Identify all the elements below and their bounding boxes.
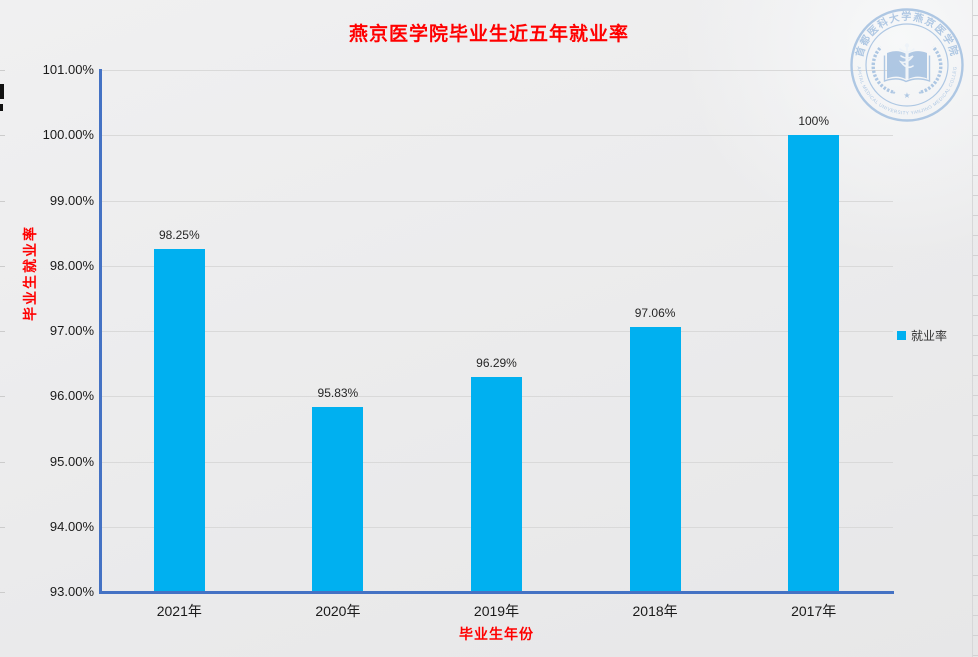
left-edge-gridline-stub (0, 592, 5, 593)
worksheet-row-stub (972, 235, 978, 236)
worksheet-row-stub (972, 275, 978, 276)
worksheet-row-stub (972, 395, 978, 396)
x-axis-line (99, 591, 894, 594)
y-tick-label: 96.00% (49, 388, 94, 404)
worksheet-row-stub (972, 115, 978, 116)
y-tick-label: 95.00% (49, 453, 94, 469)
left-edge-gridline-stub (0, 70, 5, 71)
worksheet-row-stub (972, 75, 978, 76)
edge-artifact (0, 84, 4, 99)
legend-marker-icon (897, 331, 906, 340)
bar-2021年[interactable] (153, 249, 205, 591)
worksheet-row-stub (972, 635, 978, 636)
worksheet-row-stub (972, 415, 978, 416)
worksheet-row-stub (972, 155, 978, 156)
worksheet-row-stub (972, 535, 978, 536)
worksheet-row-stub (972, 615, 978, 616)
worksheet-row-stub (972, 355, 978, 356)
worksheet-row-stub (972, 95, 978, 96)
bar-2019年[interactable] (471, 377, 522, 591)
worksheet-row-stub (972, 15, 978, 16)
y-tick-label: 98.00% (49, 257, 94, 273)
worksheet-row-stub (972, 555, 978, 556)
worksheet-row-stub (972, 375, 978, 376)
bar-value-label: 100% (798, 114, 830, 129)
caduceus-icon (898, 46, 915, 79)
y-tick-label: 100.00% (42, 127, 94, 143)
bar-value-label: 96.29% (476, 356, 517, 371)
worksheet-row-stub (972, 255, 978, 256)
left-edge-gridline-stub (0, 526, 5, 528)
legend[interactable]: 就业率 (897, 327, 947, 344)
gridline (102, 331, 893, 332)
y-axis-line (99, 69, 102, 594)
x-tick-label: 2017年 (791, 603, 837, 619)
y-axis-title: 毕业生就业率 (22, 225, 38, 321)
y-tick-label: 94.00% (49, 518, 94, 534)
y-tick-label: 97.00% (49, 323, 94, 338)
gridline (102, 135, 893, 137)
star-icon: ★ (918, 90, 922, 95)
legend-label: 就业率 (911, 329, 948, 343)
book-icon (883, 51, 931, 83)
worksheet-row-stub (972, 335, 978, 336)
bar-2018年[interactable] (629, 327, 681, 591)
worksheet-row-stub (972, 315, 978, 316)
y-tick-label: 93.00% (49, 584, 94, 599)
left-edge-gridline-stub (0, 331, 5, 332)
y-tick-label: 101.00% (42, 62, 94, 77)
star-icon: ★ (903, 91, 910, 100)
bar-2020年[interactable] (312, 407, 364, 591)
worksheet-row-stub (972, 55, 978, 56)
bar-value-label: 95.83% (317, 386, 359, 401)
worksheet-row-stub (972, 295, 978, 296)
chart-title: 燕京医学院毕业生近五年就业率 (348, 24, 629, 45)
worksheet-row-stub (972, 435, 978, 436)
bar-value-label: 97.06% (634, 306, 676, 321)
x-tick-label: 2018年 (632, 603, 678, 619)
college-seal-logo: ★ ★ ★ 首都医科大学燕京医学院 CAPITAL MEDICAL UNIVER… (848, 6, 964, 122)
worksheet-row-stub (972, 595, 978, 596)
left-edge-gridline-stub (0, 396, 5, 398)
x-tick-label: 2019年 (473, 603, 520, 619)
left-edge-gridline-stub (0, 265, 5, 267)
worksheet-row-stub (972, 195, 978, 196)
worksheet-row-stub (972, 575, 978, 576)
x-tick-label: 2021年 (156, 603, 202, 619)
worksheet-row-stub (972, 175, 978, 176)
worksheet-row-stub (972, 495, 978, 496)
gridline (102, 70, 893, 71)
worksheet-row-stub (972, 215, 978, 216)
left-edge-gridline-stub (0, 135, 5, 137)
x-tick-label: 2020年 (315, 603, 361, 619)
x-axis-title: 毕业生年份 (459, 626, 534, 642)
bar-value-label: 98.25% (158, 228, 200, 243)
worksheet-row-stub (972, 455, 978, 456)
gridline (102, 200, 893, 202)
worksheet-column-border (972, 0, 973, 657)
worksheet-row-stub (972, 515, 978, 516)
y-tick-label: 99.00% (49, 192, 94, 208)
worksheet-row-stub (972, 655, 978, 656)
worksheet-row-stub (972, 35, 978, 36)
edge-artifact (0, 104, 3, 111)
star-icon: ★ (892, 90, 896, 95)
bar-2017年[interactable] (788, 135, 840, 592)
left-edge-gridline-stub (0, 200, 5, 202)
left-edge-gridline-stub (0, 461, 5, 463)
gridline (102, 265, 893, 267)
worksheet-row-stub (972, 475, 978, 476)
worksheet-row-stub (972, 135, 978, 136)
